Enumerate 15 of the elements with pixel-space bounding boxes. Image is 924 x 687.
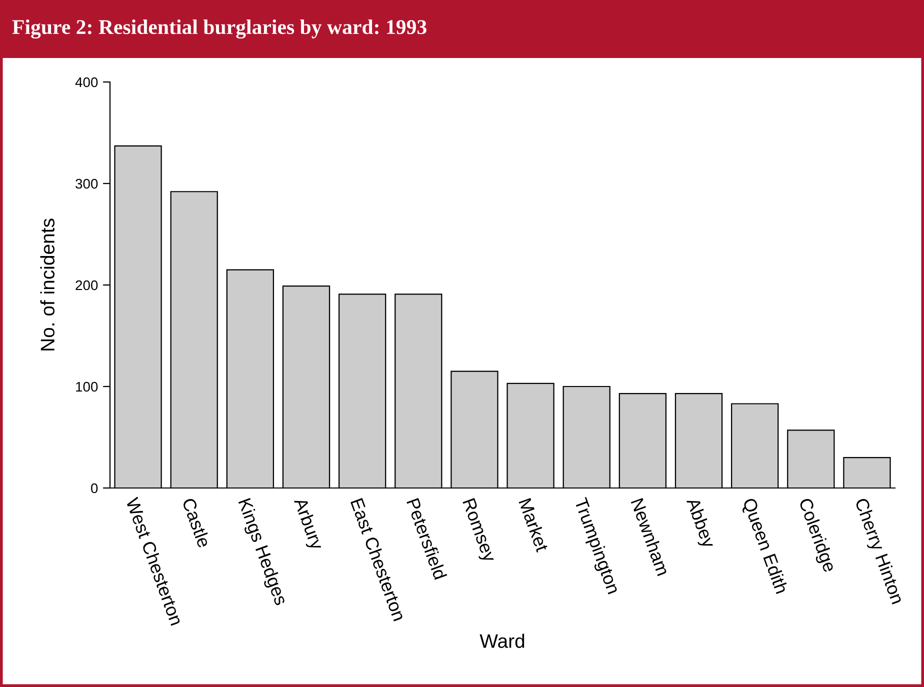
x-tick-label: Market	[518, 498, 550, 553]
x-tick-label: Castle	[182, 497, 212, 548]
x-tick-label: Cherry Hinton	[851, 497, 905, 606]
y-tick-label: 100	[76, 382, 98, 392]
y-axis-title: No. of incidents	[40, 218, 55, 350]
x-tick-label: Arbury	[290, 496, 324, 552]
y-tick-label: 300	[76, 178, 98, 189]
x-axis-title: Ward	[480, 634, 524, 648]
y-tick-label: 400	[75, 77, 98, 88]
chart-title: Figure 2: Residential burglaries by ward: 1993	[12, 19, 426, 39]
x-tick-label: Queen Edith	[740, 497, 789, 596]
y-tick-label: 0	[91, 483, 98, 494]
x-tick-label: Kings Hedges	[234, 498, 288, 608]
y-tick-label: 200	[76, 280, 98, 290]
x-tick-label: Abbey	[682, 496, 716, 550]
